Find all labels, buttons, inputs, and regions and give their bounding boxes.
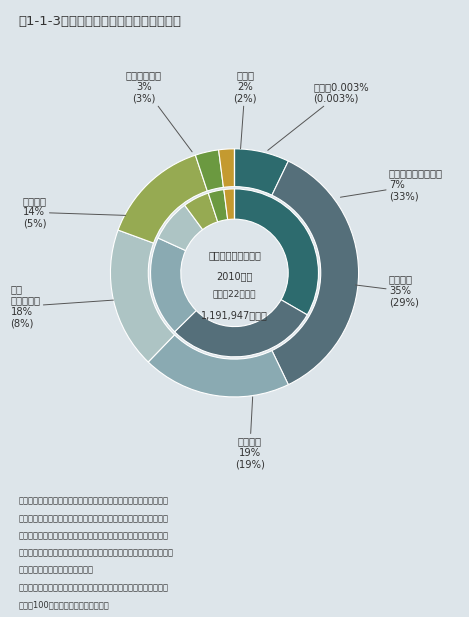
Text: ２：統計誤差、四捨五入等のため、排出量割合の合計は必ずしも: ２：統計誤差、四捨五入等のため、排出量割合の合計は必ずしも	[19, 583, 169, 592]
Wedge shape	[196, 150, 223, 191]
Text: 100％にならないことがある。: 100％にならないことがある。	[19, 600, 109, 610]
Text: エネルギー転換部門
7%
(33%): エネルギー転換部門 7% (33%)	[340, 168, 443, 202]
Text: 二酸化炭素総排出量: 二酸化炭素総排出量	[208, 250, 261, 260]
Text: を、それぞれ示している。: を、それぞれ示している。	[19, 566, 94, 575]
Text: 廃棄物
2%
(2%): 廃棄物 2% (2%)	[234, 70, 257, 149]
Text: 家庭部門
14%
(5%): 家庭部門 14% (5%)	[23, 196, 126, 229]
Text: 運輸部門
19%
(19%): 運輸部門 19% (19%)	[234, 397, 265, 470]
Text: 工業プロセス
3%
(3%): 工業プロセス 3% (3%)	[126, 70, 192, 152]
Text: 産業部門
35%
(29%): 産業部門 35% (29%)	[356, 275, 419, 308]
Text: 注１：内側の円は各部門の直接の排出量の割合（下段カッコ内の数: 注１：内側の円は各部門の直接の排出量の割合（下段カッコ内の数	[19, 497, 169, 506]
Wedge shape	[219, 149, 234, 188]
Text: （平成22年度）: （平成22年度）	[213, 289, 256, 299]
Wedge shape	[174, 300, 307, 357]
Text: 業務
その他部門
18%
(8%): 業務 その他部門 18% (8%)	[11, 284, 113, 329]
Wedge shape	[224, 189, 234, 220]
Wedge shape	[234, 189, 318, 315]
Text: 図1-1-3　二酸化炭素排出量の部門別内訳: 図1-1-3 二酸化炭素排出量の部門別内訳	[19, 15, 182, 28]
Text: 費量に応じて最終需要部門に配分した後の割合（上段の数字）: 費量に応じて最終需要部門に配分した後の割合（上段の数字）	[19, 549, 174, 558]
Wedge shape	[158, 205, 203, 251]
Text: 字）を、また、外側の円は電気事業者の発電に伴う排出量及: 字）を、また、外側の円は電気事業者の発電に伴う排出量及	[19, 514, 169, 523]
Wedge shape	[208, 189, 227, 222]
Wedge shape	[148, 335, 288, 397]
Text: 1,191,947千トン: 1,191,947千トン	[201, 310, 268, 320]
Wedge shape	[118, 155, 207, 243]
Wedge shape	[110, 230, 174, 362]
Text: び熱供給事業者の熱発生に伴う排出量を電力消費量及び熱消: び熱供給事業者の熱発生に伴う排出量を電力消費量及び熱消	[19, 531, 169, 540]
Wedge shape	[272, 161, 359, 384]
Text: 2010年度: 2010年度	[216, 271, 253, 281]
Wedge shape	[234, 149, 288, 195]
Text: その他0.003%
(0.003%): その他0.003% (0.003%)	[268, 82, 369, 151]
Wedge shape	[151, 238, 196, 332]
Wedge shape	[185, 193, 218, 230]
